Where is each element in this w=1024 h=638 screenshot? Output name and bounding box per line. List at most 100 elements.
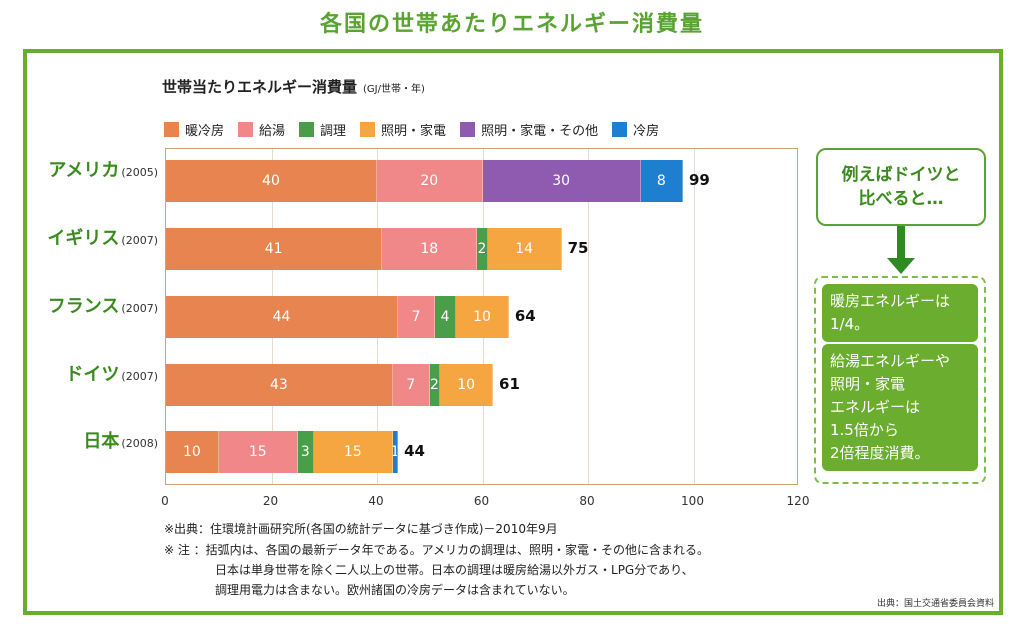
data-label: 4 (440, 309, 450, 325)
legend-swatch (238, 122, 254, 137)
bar-segment: 3 (297, 431, 314, 473)
bar-row: 10 15 3 15 1 (166, 431, 399, 473)
country-label: ドイツ (2007) (65, 360, 158, 386)
legend-label: 暖冷房 (185, 124, 225, 139)
legend-item: 給湯 (238, 120, 285, 139)
comparison-callout: 例えばドイツと 比べると… (816, 148, 986, 226)
bar-row: 41 18 2 14 (166, 228, 562, 270)
legend-label: 給湯 (259, 124, 286, 139)
bar-segment: 4 (435, 296, 457, 338)
country-name: ドイツ (65, 364, 120, 385)
bar-segment: 10 (166, 431, 219, 473)
data-label: 18 (420, 241, 439, 257)
legend-swatch (360, 122, 376, 137)
legend-item: 照明・家電 (360, 120, 446, 139)
data-label: 15 (248, 444, 267, 460)
finding-line: 1/4。 (830, 315, 870, 333)
data-label: 30 (552, 173, 571, 189)
finding-line: 1.5倍から (830, 421, 899, 439)
data-label: 10 (473, 309, 491, 325)
data-label: 3 (300, 444, 310, 460)
legend-item: 暖冷房 (164, 120, 224, 139)
gridline (588, 149, 589, 484)
finding-hotwater: 給湯エネルギーや 照明・家電 エネルギーは 1.5倍から 2倍程度消費。 (822, 344, 978, 471)
country-label: フランス (2007) (48, 292, 158, 318)
bar-row: 43 7 2 10 (166, 364, 494, 406)
country-label: イギリス (2007) (47, 224, 158, 250)
chart-unit: (GJ/世帯・年) (363, 84, 425, 95)
credit: 出典：国土交通省委員会資料 (876, 599, 994, 609)
bar-total: 64 (514, 307, 536, 325)
legend-label: 調理 (320, 124, 347, 139)
x-tick-label: 20 (262, 494, 279, 508)
country-year: (2007) (121, 302, 158, 315)
x-tick-label: 100 (681, 494, 704, 508)
country-year: (2008) (121, 437, 158, 450)
country-label: アメリカ (2005) (48, 156, 158, 182)
bar-segment: 44 (166, 296, 399, 338)
page-title: 各国の世帯あたりエネルギー消費量 (319, 12, 704, 37)
data-label: 7 (406, 377, 416, 393)
country-label: 日本 (2008) (83, 427, 158, 453)
legend-swatch (164, 122, 179, 137)
data-label: 7 (411, 309, 421, 325)
legend-label: 冷房 (633, 124, 660, 139)
legend-item: 照明・家電・その他 (460, 120, 598, 139)
gridline (693, 149, 695, 484)
chart-title: 世帯当たりエネルギー消費量 (GJ/世帯・年) (162, 76, 425, 97)
country-name: イギリス (47, 228, 120, 249)
data-label: 43 (269, 377, 288, 393)
finding-line: エネルギーは (830, 398, 921, 416)
note-line-3: 調理用電力は含まない。欧州諸国の冷房データは含まれていない。 (215, 583, 575, 597)
bar-row: 40 20 30 8 (166, 160, 683, 202)
legend-label: 照明・家電・その他 (481, 124, 599, 139)
legend-label: 照明・家電 (381, 124, 447, 139)
country-year: (2007) (121, 370, 158, 383)
bar-segment: 40 (166, 160, 377, 202)
arrow-head-icon (887, 258, 915, 274)
bar-segment: 7 (392, 364, 430, 406)
bar-segment: 7 (398, 296, 436, 338)
bar-total: 75 (567, 239, 589, 257)
x-tick-label: 80 (579, 494, 595, 508)
data-label: 20 (420, 173, 439, 189)
bar-segment: 8 (640, 160, 683, 202)
x-tick-label: 40 (368, 494, 384, 508)
bar-total: 61 (499, 375, 520, 393)
country-name: 日本 (83, 431, 120, 452)
country-name: フランス (47, 296, 120, 317)
data-label: 10 (182, 444, 201, 460)
bar-segment: 2 (429, 364, 441, 406)
data-label: 44 (272, 309, 291, 325)
data-label: 10 (457, 377, 476, 393)
country-year: (2007) (121, 234, 158, 247)
chart-title-text: 世帯当たりエネルギー消費量 (162, 78, 358, 96)
chart-legend: 暖冷房 給湯 調理 照明・家電 照明・家電・その他 冷房 (164, 120, 659, 139)
legend-swatch (460, 122, 476, 137)
x-tick-label: 60 (473, 494, 490, 508)
data-label: 14 (515, 241, 534, 257)
findings-box (814, 276, 986, 484)
data-label: 2 (477, 241, 487, 257)
bar-segment: 41 (166, 228, 383, 270)
x-tick-label: 0 (161, 494, 169, 508)
bar-segment: 15 (313, 431, 393, 473)
finding-line: 暖房エネルギーは (830, 292, 951, 310)
bar-segment: 10 (456, 296, 509, 338)
finding-heating: 暖房エネルギーは 1/4。 (822, 284, 978, 342)
bar-segment: 43 (166, 364, 393, 406)
x-tick-label: 120 (786, 494, 810, 508)
legend-swatch (612, 122, 628, 137)
bar-segment: 30 (482, 160, 641, 202)
country-year: (2005) (121, 166, 158, 179)
note-line-2: 日本は単身世帯を除く二人以上の世帯。日本の調理は暖房給湯以外ガス・LPG分であり… (215, 563, 694, 577)
finding-line: 2倍程度消費。 (830, 444, 930, 462)
data-label: 15 (343, 444, 362, 460)
data-label: 1 (393, 444, 397, 460)
bar-segment: 15 (218, 431, 298, 473)
data-label: 2 (430, 377, 439, 393)
callout-line-1: 例えばドイツと (841, 165, 961, 185)
data-label: 41 (264, 241, 283, 257)
finding-line: 照明・家電 (830, 375, 906, 393)
bar-segment: 18 (382, 228, 478, 270)
